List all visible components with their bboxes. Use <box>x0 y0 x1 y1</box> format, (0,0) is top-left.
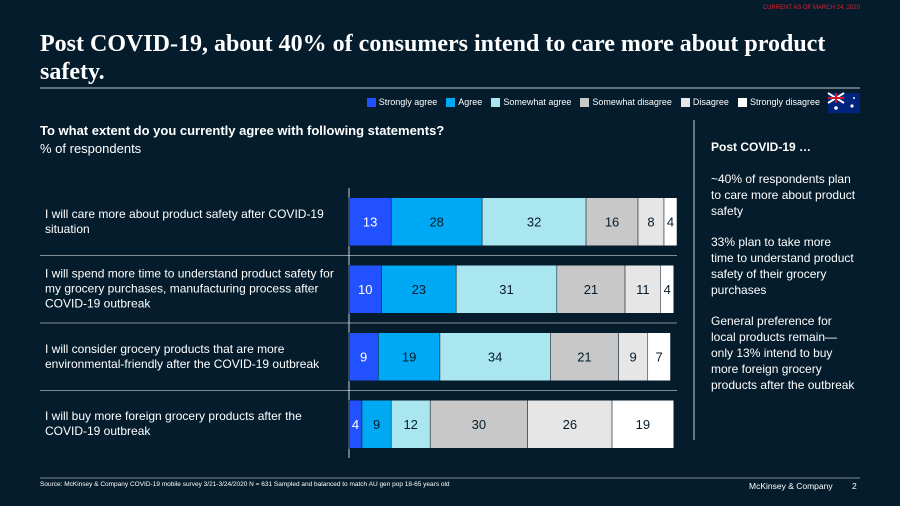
bar-segment <box>663 197 678 246</box>
bar-segment <box>429 400 528 449</box>
flag-icon <box>853 97 855 99</box>
legend-swatch <box>446 97 456 107</box>
legend-label: Somewhat disagree <box>592 97 672 107</box>
value-label: 4 <box>352 417 359 432</box>
value-label: 9 <box>373 417 380 432</box>
value-label: 12 <box>403 417 417 432</box>
value-label: 9 <box>360 349 367 364</box>
side-point: General preference for local products re… <box>711 314 855 392</box>
value-label: 32 <box>527 214 541 229</box>
bar-segment <box>647 332 671 381</box>
value-label: 10 <box>358 282 372 297</box>
legend-item: Disagree <box>680 97 729 107</box>
value-label: 11 <box>636 282 650 297</box>
value-label: 19 <box>636 417 650 432</box>
value-label: 26 <box>563 417 577 432</box>
value-label: 23 <box>412 282 426 297</box>
chart-title: Post COVID-19, about 40% of consumers in… <box>40 31 826 85</box>
bar-segment <box>550 332 619 381</box>
legend-label: Somewhat agree <box>503 97 572 107</box>
bar-segment <box>611 400 675 449</box>
legend-swatch <box>366 97 376 107</box>
category-label: I will spend more time to understand pro… <box>45 266 334 311</box>
legend-label: Strongly disagree <box>749 97 820 107</box>
side-point: ~40% of respondents plan to care more ab… <box>711 172 856 218</box>
value-label: 16 <box>605 214 619 229</box>
legend-item: Somewhat disagree <box>580 97 672 107</box>
legend-swatch <box>491 97 501 107</box>
value-label: 8 <box>647 214 654 229</box>
legend-swatch <box>737 97 747 107</box>
bar-segment <box>377 332 441 381</box>
legend-item: Strongly agree <box>366 97 438 107</box>
bar-segment <box>361 400 392 449</box>
legend-label: Strongly agree <box>378 97 438 107</box>
flag-icon <box>850 104 854 108</box>
side-point: 33% plan to take more time to understand… <box>711 235 854 297</box>
bar-segment <box>439 332 551 381</box>
value-label: 21 <box>577 349 591 364</box>
source: Source: McKinsey & Company COVID-19 mobi… <box>40 481 450 488</box>
bar-segment <box>390 197 483 246</box>
value-label: 9 <box>630 349 637 364</box>
bar-segment <box>624 265 662 314</box>
value-label: 21 <box>584 282 598 297</box>
category-label: I will consider grocery products that ar… <box>45 341 320 371</box>
value-label: 34 <box>488 349 502 364</box>
bar-segment <box>348 332 379 381</box>
side-panel: Post COVID-19 … ~40% of respondents plan… <box>711 139 856 408</box>
bar-segment <box>660 265 675 314</box>
legend-label: Agree <box>458 97 483 107</box>
category-label: I will buy more foreign grocery products… <box>45 409 302 439</box>
bar-segment <box>455 265 558 314</box>
flag-icon <box>828 93 844 103</box>
value-label: 19 <box>402 349 416 364</box>
value-label: 30 <box>472 417 486 432</box>
bar-segment <box>381 265 457 314</box>
value-label: 13 <box>363 214 377 229</box>
bar-segment <box>527 400 613 449</box>
value-label: 4 <box>667 214 674 229</box>
value-label: 4 <box>664 282 671 297</box>
legend-item: Strongly disagree <box>737 97 820 107</box>
category-label: I will care more about product safety af… <box>45 206 324 236</box>
flag-icon <box>834 106 838 110</box>
legend-label: Disagree <box>692 97 729 107</box>
bar-segment <box>637 197 665 246</box>
value-label: 28 <box>429 214 443 229</box>
bar-segment <box>348 265 382 314</box>
bar-segment <box>390 400 431 449</box>
legend-swatch <box>680 97 690 107</box>
page-number: 2 <box>852 481 857 491</box>
bar-segment <box>481 197 587 246</box>
bar-segment <box>618 332 649 381</box>
legend-item: Agree <box>446 97 482 107</box>
bar-segment <box>556 265 626 314</box>
bar-segment <box>585 197 639 246</box>
legend-item: Somewhat agree <box>491 97 571 107</box>
value-label: 7 <box>656 349 663 364</box>
notice: CURRENT AS OF MARCH 24, 2020 <box>762 5 860 11</box>
legend: Strongly agree Agree Somewhat agree Somewha… <box>366 97 820 107</box>
side-heading: Post COVID-19 … <box>711 140 812 154</box>
legend-swatch <box>580 97 590 107</box>
axis-label: % of respondents <box>40 141 142 156</box>
subtitle: To what extent do you currently agree wi… <box>40 123 445 138</box>
brand: McKinsey & Company <box>749 481 833 491</box>
value-label: 31 <box>499 282 513 297</box>
